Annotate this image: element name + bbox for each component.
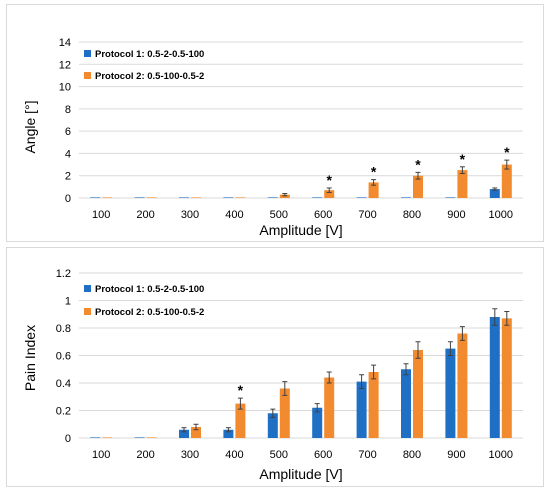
bar-protocol1 [223, 429, 234, 438]
bar-protocol2 [368, 372, 379, 438]
bar-protocol2 [235, 403, 246, 438]
x-tick-label: 200 [136, 449, 154, 461]
bar-protocol1 [179, 429, 189, 438]
bar-protocol1 [489, 317, 500, 438]
bar-protocol2 [279, 388, 290, 438]
significance-marker: * [415, 156, 421, 172]
bar-protocol1 [445, 348, 456, 438]
legend-swatch-protocol1 [84, 285, 91, 292]
legend-label-protocol2: Protocol 2: 0.5-100-0.5-2 [95, 71, 204, 82]
bar-protocol1 [312, 197, 323, 198]
pain-index-chart: 0 0.2 0.4 0.6 0.8 1 1.2 100 200 300 400 500 600 700 80… [22, 268, 523, 482]
y-tick-label: 1 [65, 296, 71, 308]
x-axis-title: Amplitude [V] [259, 466, 342, 482]
x-tick-label: 500 [270, 449, 288, 461]
bar-protocol1 [134, 437, 145, 438]
significance-marker: * [460, 151, 466, 167]
legend-label-protocol1: Protocol 1: 0.5-2-0.5-100 [95, 49, 204, 60]
y-tick-label: 0.8 [56, 323, 71, 335]
bar-protocol2 [102, 197, 113, 198]
y-tick-label: 0.4 [56, 378, 71, 390]
bar-protocol1 [445, 197, 456, 198]
bar-protocol1 [356, 197, 367, 198]
x-tick-label: 400 [225, 449, 243, 461]
y-tick-label: 10 [59, 82, 71, 94]
bar-protocol1 [356, 381, 367, 438]
bar-protocol2 [324, 190, 335, 198]
y-tick-label: 12 [59, 59, 71, 71]
bar-protocol2 [457, 333, 468, 438]
x-tick-label: 200 [136, 209, 154, 221]
x-tick-label: 400 [225, 209, 243, 221]
y-tick-label: 2 [65, 171, 71, 183]
pain-index-chart-panel: 0 0.2 0.4 0.6 0.8 1 1.2 100 200 300 400 500 600 700 80… [6, 247, 544, 487]
significance-marker: * [371, 164, 377, 180]
y-tick-label: 14 [59, 37, 71, 49]
x-tick-label: 100 [92, 449, 110, 461]
x-tick-label: 1000 [489, 449, 513, 461]
bar-protocol1 [312, 407, 323, 438]
bar-protocol2 [191, 197, 201, 198]
y-tick-label: 6 [65, 126, 71, 138]
bar-protocol1 [401, 197, 411, 198]
angle-chart: 0 2 4 6 8 10 12 14 100 200 300 400 500 600 700 800 900 10… [22, 37, 523, 238]
x-tick-label: 800 [403, 209, 421, 221]
bar-protocol1 [134, 197, 145, 198]
x-tick-label: 900 [447, 449, 465, 461]
bar-protocol2 [457, 170, 468, 198]
bar-protocol1 [401, 369, 411, 438]
legend-swatch-protocol2 [84, 72, 91, 79]
legend: Protocol 1: 0.5-2-0.5-100 Protocol 2: 0.… [84, 49, 204, 82]
bar-protocol1 [179, 197, 189, 198]
significance-marker: * [504, 144, 510, 160]
x-tick-label: 700 [358, 209, 376, 221]
legend-label-protocol1: Protocol 1: 0.5-2-0.5-100 [95, 284, 204, 295]
bar-protocol2 [413, 175, 423, 198]
x-tick-label: 800 [403, 449, 421, 461]
x-tick-label: 1000 [489, 209, 513, 221]
legend-swatch-protocol2 [84, 308, 91, 315]
x-tick-label: 900 [447, 209, 465, 221]
x-axis-title: Amplitude [V] [259, 222, 342, 238]
bar-protocol2 [146, 437, 157, 438]
x-tick-label: 300 [181, 449, 199, 461]
bar-protocol1 [267, 413, 278, 438]
significance-marker: * [326, 172, 332, 188]
y-tick-label: 0 [65, 433, 71, 445]
bar-protocol2 [368, 182, 379, 198]
significance-marker: * [238, 382, 244, 398]
bar-protocol2 [146, 197, 157, 198]
bar-protocol1 [90, 197, 101, 198]
bar-protocol2 [235, 197, 246, 198]
legend-label-protocol2: Protocol 2: 0.5-100-0.5-2 [95, 307, 204, 318]
bar-protocol2 [413, 350, 423, 438]
bar-protocol1 [223, 197, 234, 198]
y-axis-title: Pain Index [22, 325, 38, 391]
bar-protocol2 [324, 377, 335, 438]
x-tick-label: 600 [314, 209, 332, 221]
x-tick-label: 500 [270, 209, 288, 221]
x-tick-label: 700 [358, 449, 376, 461]
bar-protocol2 [501, 164, 512, 198]
angle-chart-panel: 0 2 4 6 8 10 12 14 100 200 300 400 500 600 700 800 900 10… [6, 4, 544, 242]
y-tick-label: 0 [65, 193, 71, 205]
bar-protocol1 [90, 437, 101, 438]
bar-protocol1 [267, 197, 278, 198]
y-tick-label: 1.2 [56, 268, 71, 280]
bar-protocol1 [489, 189, 500, 198]
x-tick-label: 300 [181, 209, 199, 221]
y-tick-label: 0.2 [56, 406, 71, 418]
x-tick-label: 600 [314, 449, 332, 461]
legend: Protocol 1: 0.5-2-0.5-100 Protocol 2: 0.… [84, 284, 204, 318]
y-tick-label: 4 [65, 148, 71, 160]
bar-protocol2 [279, 194, 290, 198]
x-tick-label: 100 [92, 209, 110, 221]
bar-protocol2 [191, 427, 201, 438]
y-tick-label: 8 [65, 104, 71, 116]
legend-swatch-protocol1 [84, 50, 91, 57]
bar-protocol2 [102, 437, 113, 438]
y-axis-title: Angle [°] [22, 100, 38, 153]
bar-protocol2 [501, 318, 512, 438]
y-tick-label: 0.6 [56, 351, 71, 363]
